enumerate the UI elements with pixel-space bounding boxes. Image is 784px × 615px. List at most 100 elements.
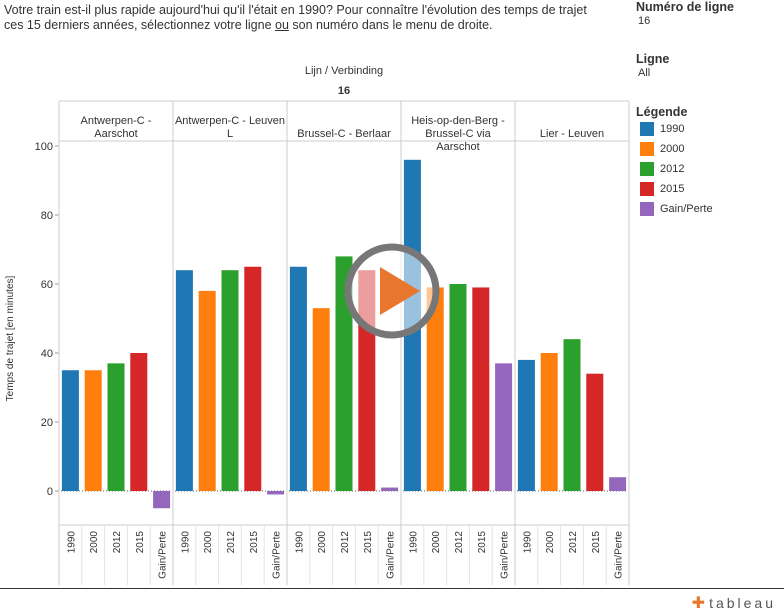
bar xyxy=(472,287,490,491)
x-tick-label: 1990 xyxy=(66,531,77,554)
legend-item[interactable]: 1990 xyxy=(640,119,713,139)
x-tick-label: 2000 xyxy=(203,531,214,554)
bar xyxy=(426,287,444,491)
legend-swatch xyxy=(640,202,654,216)
bar xyxy=(289,266,307,491)
footer-divider xyxy=(0,588,784,589)
x-tick-label: 2015 xyxy=(591,531,602,554)
legend-label: 2000 xyxy=(660,143,685,155)
bar xyxy=(449,284,467,491)
panel-title: Aarschot xyxy=(436,141,479,153)
intro-line-1: Votre train est-il plus rapide aujourd'h… xyxy=(4,3,587,17)
legend: 1990 2000 2012 2015 Gain/Perte xyxy=(640,119,713,219)
x-tick-label: 1990 xyxy=(294,531,305,554)
bar xyxy=(107,363,125,491)
intro-line-2-underline: ou xyxy=(275,18,289,32)
x-tick-label: 2012 xyxy=(112,531,123,554)
x-tick-label: 2012 xyxy=(568,531,579,554)
y-tick-label: 20 xyxy=(41,417,53,429)
legend-swatch xyxy=(640,182,654,196)
intro-text: Votre train est-il plus rapide aujourd'h… xyxy=(4,3,614,33)
x-tick-label: 2015 xyxy=(249,531,260,554)
legend-label: 2012 xyxy=(660,163,685,175)
x-tick-label: Gain/Perte xyxy=(500,531,511,579)
x-tick-label: 1990 xyxy=(522,531,533,554)
tableau-logo[interactable]: ✚ tableau xyxy=(692,593,776,613)
header-value: 16 xyxy=(338,85,350,97)
bar xyxy=(244,266,262,491)
x-tick-label: 2015 xyxy=(477,531,488,554)
legend-title: Légende xyxy=(636,105,688,119)
bar xyxy=(381,487,399,491)
header-title: Lijn / Verbinding xyxy=(305,65,383,77)
panel-title: Heis-op-den-Berg - xyxy=(411,115,505,127)
legend-label: 1990 xyxy=(660,123,685,135)
bar xyxy=(540,353,558,491)
x-tick-label: Gain/Perte xyxy=(272,531,283,579)
play-button-icon xyxy=(344,243,440,339)
legend-item[interactable]: 2015 xyxy=(640,179,713,199)
panel-title: Antwerpen-C - xyxy=(81,115,152,127)
y-axis-label: Temps de trajet [en minutes] xyxy=(5,275,16,401)
chart-area: Lijn / Verbinding 16 Temps de trajet [en m… xyxy=(5,65,630,585)
line-number-title: Numéro de ligne xyxy=(636,0,734,14)
bar xyxy=(609,477,627,491)
line-title: Ligne xyxy=(636,52,670,66)
legend-item[interactable]: 2012 xyxy=(640,159,713,179)
panel-title: L xyxy=(227,128,233,140)
bar xyxy=(221,270,239,491)
x-tick-label: 2015 xyxy=(135,531,146,554)
tableau-logo-text: tableau xyxy=(709,595,776,611)
x-tick-label: 2000 xyxy=(545,531,556,554)
bar xyxy=(312,308,330,491)
intro-line-2-b: son numéro dans le menu de droite. xyxy=(288,18,493,32)
x-tick-label: Gain/Perte xyxy=(158,531,169,579)
line-select[interactable]: All xyxy=(638,67,651,79)
x-tick-label: 2012 xyxy=(226,531,237,554)
legend-swatch xyxy=(640,162,654,176)
panel-title: Brussel-C via xyxy=(425,128,491,140)
intro-line-2: ces 15 derniers années, sélectionnez vot… xyxy=(4,18,614,33)
bar xyxy=(61,370,79,491)
x-tick-label: Gain/Perte xyxy=(386,531,397,579)
y-tick-label: 100 xyxy=(35,141,53,153)
y-tick-label: 80 xyxy=(41,210,53,222)
legend-swatch xyxy=(640,142,654,156)
bar xyxy=(175,270,193,491)
legend-item[interactable]: 2000 xyxy=(640,139,713,159)
play-button[interactable] xyxy=(344,243,440,339)
bar xyxy=(198,290,216,491)
panel-title: Brussel-C - Berlaar xyxy=(297,128,391,140)
panel-title: Aarschot xyxy=(94,128,137,140)
tableau-plus-icon: ✚ xyxy=(691,595,706,612)
panel-title: Antwerpen-C - Leuven xyxy=(175,115,285,127)
bar xyxy=(130,353,148,491)
x-tick-label: 2015 xyxy=(363,531,374,554)
line-number-select[interactable]: 16 xyxy=(638,15,651,27)
bar-chart: Lijn / Verbinding 16 Temps de trajet [en m… xyxy=(5,65,630,585)
bar xyxy=(335,256,353,491)
intro-line-2-a: ces 15 derniers années, sélectionnez vot… xyxy=(4,18,275,32)
x-tick-label: 2000 xyxy=(317,531,328,554)
legend-item[interactable]: Gain/Perte xyxy=(640,199,713,219)
bar xyxy=(563,339,581,491)
x-tick-label: 2000 xyxy=(431,531,442,554)
x-tick-label: 2000 xyxy=(89,531,100,554)
x-tick-label: 2012 xyxy=(340,531,351,554)
bar xyxy=(517,359,535,491)
panel-title: Lier - Leuven xyxy=(540,128,604,140)
x-tick-label: Gain/Perte xyxy=(614,531,625,579)
bar xyxy=(495,363,513,491)
legend-label: 2015 xyxy=(660,183,685,195)
bar xyxy=(84,370,102,491)
y-tick-label: 40 xyxy=(41,348,53,360)
legend-label: Gain/Perte xyxy=(660,203,713,215)
x-tick-label: 2012 xyxy=(454,531,465,554)
y-tick-label: 0 xyxy=(47,486,53,498)
bar xyxy=(267,491,285,495)
x-tick-label: 1990 xyxy=(408,531,419,554)
y-tick-label: 60 xyxy=(41,279,53,291)
bar xyxy=(153,491,171,509)
x-tick-label: 1990 xyxy=(180,531,191,554)
legend-swatch xyxy=(640,122,654,136)
